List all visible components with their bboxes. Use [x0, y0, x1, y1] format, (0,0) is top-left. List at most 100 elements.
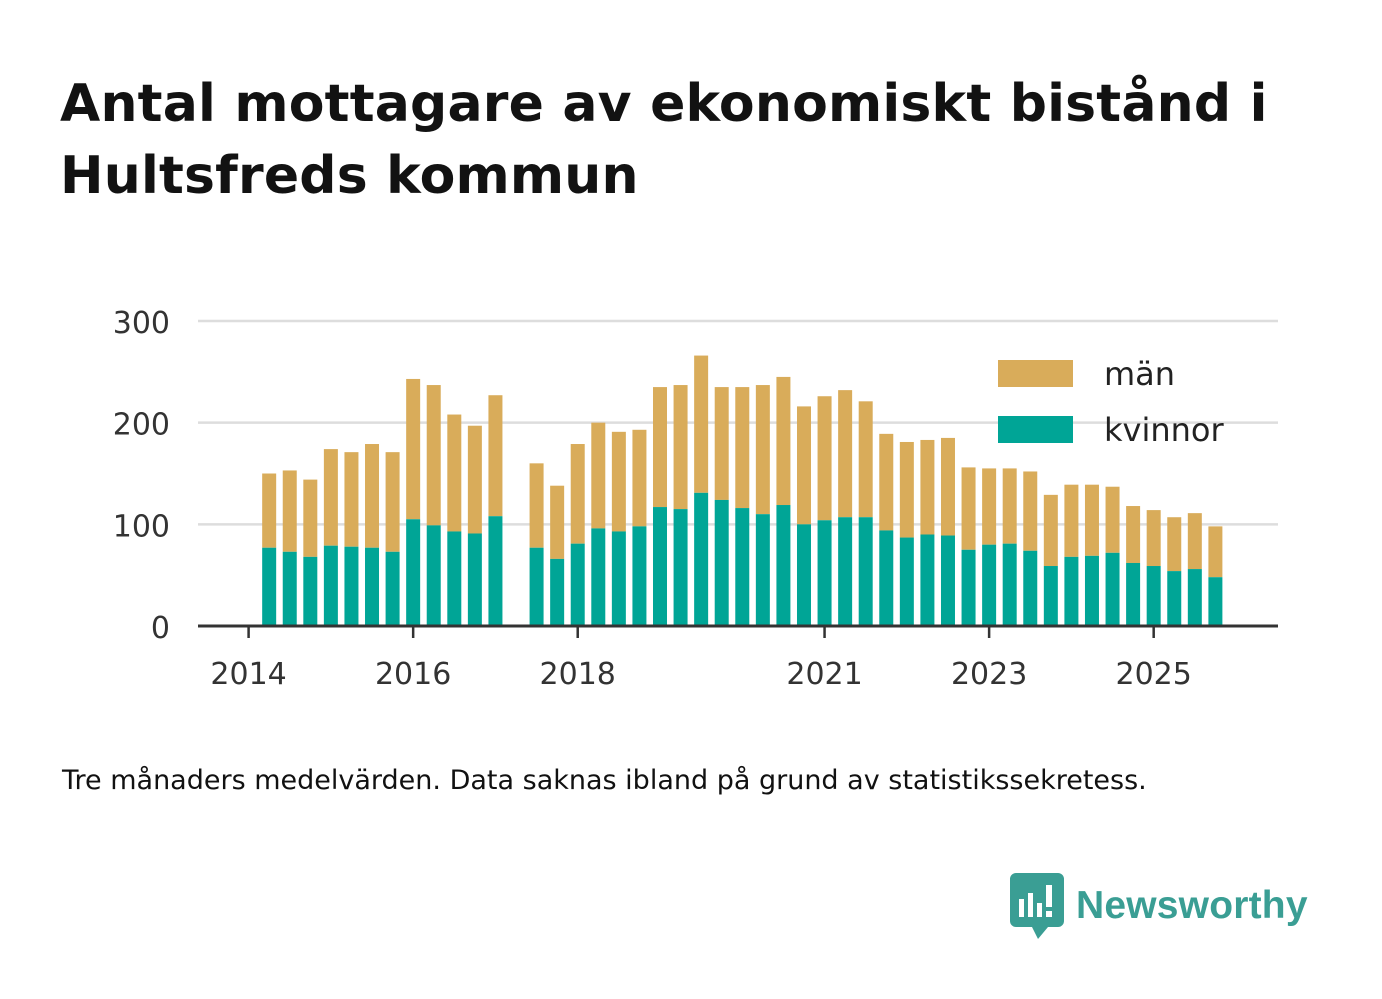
bar-man	[899, 441, 914, 538]
bar-man	[920, 439, 935, 535]
bar-kvinnor	[426, 525, 441, 626]
bar-man	[879, 433, 894, 531]
bar-man	[611, 431, 626, 532]
bar-man	[1187, 513, 1202, 570]
bar-series	[262, 355, 1223, 626]
bar-man	[982, 468, 997, 545]
y-tick-label: 200	[113, 408, 170, 443]
bar-man	[591, 422, 606, 529]
bar-man	[385, 452, 400, 552]
bar-man	[632, 429, 647, 527]
bar-man	[323, 449, 338, 546]
legend-label: kvinnor	[1104, 411, 1225, 449]
y-tick-label: 100	[113, 509, 170, 544]
bar-man	[365, 444, 380, 548]
bar-kvinnor	[529, 547, 544, 626]
legend-swatch	[998, 360, 1073, 387]
axes: 0 100 200 300 2014 2016 2018 2021 2023 2025	[113, 306, 1278, 692]
bar-man	[1126, 506, 1141, 563]
bar-kvinnor	[611, 531, 626, 626]
bar-kvinnor	[591, 528, 606, 626]
x-tick-label: 2014	[210, 657, 286, 692]
bar-kvinnor	[1043, 566, 1058, 626]
bar-man	[961, 467, 976, 550]
bar-kvinnor	[694, 492, 709, 626]
x-tick-label: 2021	[786, 657, 862, 692]
bar-kvinnor	[899, 537, 914, 626]
x-tick-label: 2023	[951, 657, 1027, 692]
bar-man	[1167, 517, 1182, 572]
bar-man	[694, 355, 709, 493]
bar-kvinnor	[714, 499, 729, 626]
bar-man	[1043, 494, 1058, 567]
bar-kvinnor	[282, 551, 297, 626]
bar-man	[344, 452, 359, 547]
chart: 0 100 200 300 2014 2016 2018 2021 2023 2025 män kv…	[113, 306, 1278, 692]
bar-kvinnor	[1167, 571, 1182, 626]
bar-kvinnor	[776, 505, 791, 626]
bar-man	[570, 444, 585, 544]
brand-name: Newsworthy	[1076, 884, 1308, 927]
bar-man	[1105, 486, 1120, 553]
newsworthy-chart-bubble-icon	[1010, 873, 1064, 939]
bar-kvinnor	[817, 520, 832, 626]
y-tick-label: 0	[151, 611, 170, 646]
bar-man	[262, 473, 277, 548]
bar-kvinnor	[406, 519, 421, 626]
bar-kvinnor	[1146, 566, 1161, 626]
bar-kvinnor	[262, 547, 277, 626]
bar-man	[529, 463, 544, 548]
bar-kvinnor	[1023, 550, 1038, 626]
legend-swatch	[998, 416, 1073, 443]
bar-man	[776, 376, 791, 506]
bar-man	[735, 387, 750, 509]
bar-kvinnor	[1084, 555, 1099, 626]
bar-kvinnor	[735, 508, 750, 626]
bar-man	[550, 485, 565, 559]
bar-man	[796, 406, 811, 525]
x-tick-label: 2025	[1116, 657, 1192, 692]
bar-man	[653, 387, 667, 508]
bar-kvinnor	[920, 534, 935, 626]
x-tick-label: 2016	[375, 657, 451, 692]
bar-kvinnor	[467, 533, 482, 626]
bar-kvinnor	[447, 531, 462, 626]
brand: Newsworthy	[1010, 872, 1308, 940]
bar-kvinnor	[365, 547, 380, 626]
bar-man	[303, 479, 318, 557]
legend: män kvinnor	[998, 355, 1225, 449]
x-tick-label: 2018	[540, 657, 616, 692]
bar-kvinnor	[323, 545, 338, 626]
bar-man	[858, 401, 873, 518]
bar-kvinnor	[879, 530, 894, 626]
bar-man	[406, 378, 421, 520]
bar-kvinnor	[796, 524, 811, 626]
bar-kvinnor	[982, 544, 997, 626]
bar-man	[1064, 484, 1079, 557]
bar-kvinnor	[1105, 552, 1120, 626]
bar-man	[838, 390, 853, 518]
bar-kvinnor	[961, 549, 976, 626]
legend-label: män	[1104, 355, 1175, 393]
bar-kvinnor	[940, 535, 955, 626]
bar-man	[940, 437, 955, 536]
bar-man	[447, 414, 462, 532]
bar-man	[467, 425, 482, 534]
bar-kvinnor	[550, 558, 565, 626]
bar-kvinnor	[838, 517, 853, 626]
bar-kvinnor	[1002, 543, 1017, 626]
bar-kvinnor	[344, 546, 359, 626]
bar-man	[1023, 471, 1038, 551]
bar-man	[426, 385, 441, 526]
bar-man	[1084, 484, 1099, 556]
bar-kvinnor	[755, 514, 770, 626]
bar-kvinnor	[673, 509, 688, 626]
chart-title: Antal mottagare av ekonomiskt bistånd i …	[60, 74, 1268, 206]
bar-man	[714, 387, 729, 500]
bar-kvinnor	[858, 517, 873, 626]
bar-kvinnor	[632, 526, 647, 626]
bar-man	[673, 385, 688, 510]
bar-man	[755, 385, 770, 515]
footnote: Tre månaders medelvärden. Data saknas ib…	[62, 765, 1147, 796]
y-tick-label: 300	[113, 306, 170, 341]
